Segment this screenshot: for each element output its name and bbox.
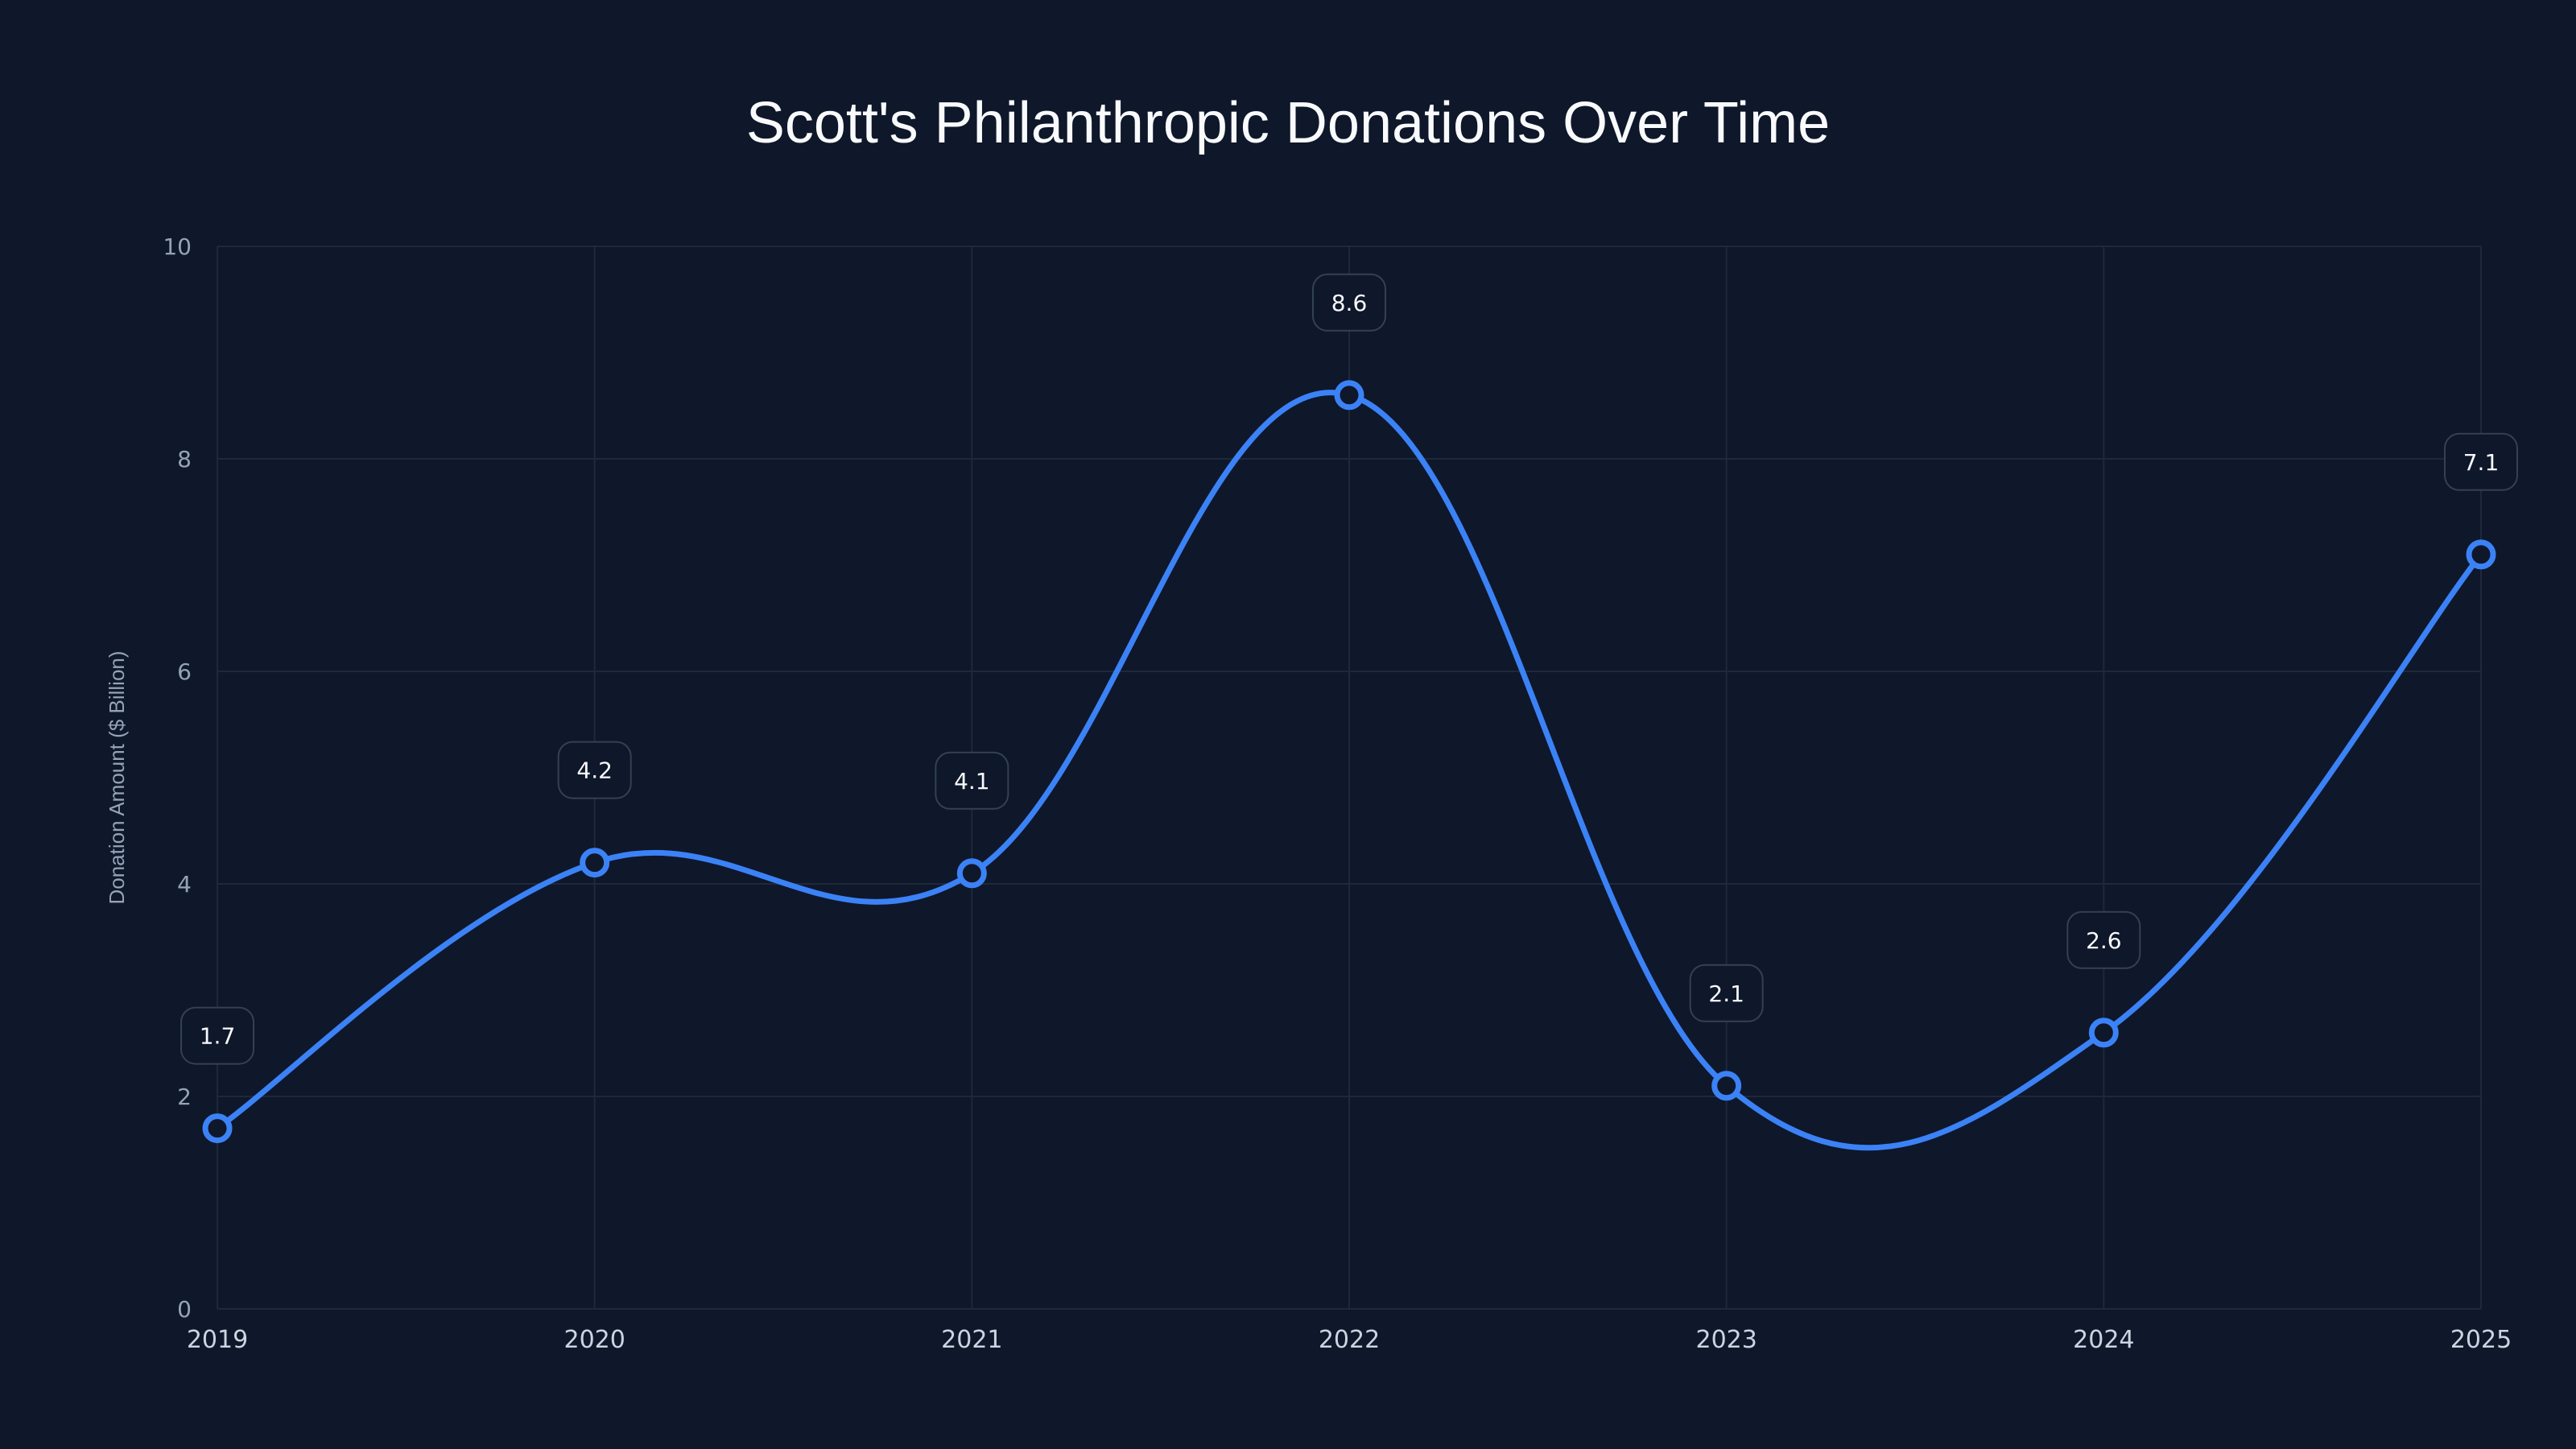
data-point: 2.6	[2066, 910, 2141, 1048]
point-marker-icon	[956, 858, 987, 889]
point-marker-icon	[2088, 1018, 2119, 1048]
x-axis-ticks: 2019 2020 2021 2022 2023 2024 2025	[187, 1326, 2512, 1354]
data-points: 1.7 4.2 4.1 8.6 2.1 2.6 7.1	[180, 273, 2518, 1144]
grid-lines	[217, 246, 2482, 1310]
chart-title: Scott's Philanthropic Donations Over Tim…	[745, 91, 1831, 155]
data-point: 4.1	[935, 751, 1009, 889]
data-label-box	[1689, 964, 1764, 1022]
y-axis-label: Donation Amount ($ Billion)	[105, 650, 129, 904]
data-label: 4.1	[954, 768, 990, 795]
x-tick-label: 2025	[2450, 1326, 2512, 1354]
x-tick-label: 2019	[187, 1326, 248, 1354]
point-marker-icon	[2466, 539, 2496, 570]
y-tick-label: 8	[177, 446, 192, 473]
x-tick-label: 2024	[2073, 1326, 2134, 1354]
point-marker-icon	[580, 848, 610, 878]
point-marker-icon	[1334, 380, 1364, 411]
y-axis-ticks: 0 2 4 6 8 10	[163, 233, 192, 1323]
y-tick-label: 6	[177, 658, 192, 685]
y-tick-label: 2	[177, 1084, 192, 1110]
data-label-box	[1312, 273, 1386, 332]
data-label: 7.1	[2463, 449, 2500, 476]
data-point: 4.2	[557, 741, 632, 878]
point-marker-icon	[1711, 1071, 1742, 1101]
y-tick-label: 10	[163, 233, 192, 260]
data-point: 8.6	[1312, 273, 1386, 411]
data-label: 1.7	[200, 1023, 236, 1050]
data-label: 8.6	[1331, 290, 1368, 316]
data-point: 2.1	[1689, 964, 1764, 1101]
x-tick-label: 2023	[1695, 1326, 1757, 1354]
data-point: 1.7	[180, 1006, 254, 1144]
x-tick-label: 2021	[941, 1326, 1002, 1354]
data-label: 2.6	[2086, 927, 2122, 954]
data-label-box	[2444, 432, 2518, 491]
y-tick-label: 4	[177, 871, 192, 898]
x-tick-label: 2020	[564, 1326, 625, 1354]
point-marker-icon	[202, 1113, 233, 1144]
data-label: 4.2	[576, 758, 613, 784]
data-label-box	[2066, 910, 2141, 969]
x-tick-label: 2022	[1319, 1326, 1380, 1354]
data-label-box	[180, 1006, 254, 1065]
data-point: 7.1	[2444, 432, 2518, 570]
data-label-box	[557, 741, 632, 799]
data-label: 2.1	[1708, 980, 1744, 1007]
y-tick-label: 0	[177, 1296, 192, 1323]
data-label-box	[935, 751, 1009, 810]
